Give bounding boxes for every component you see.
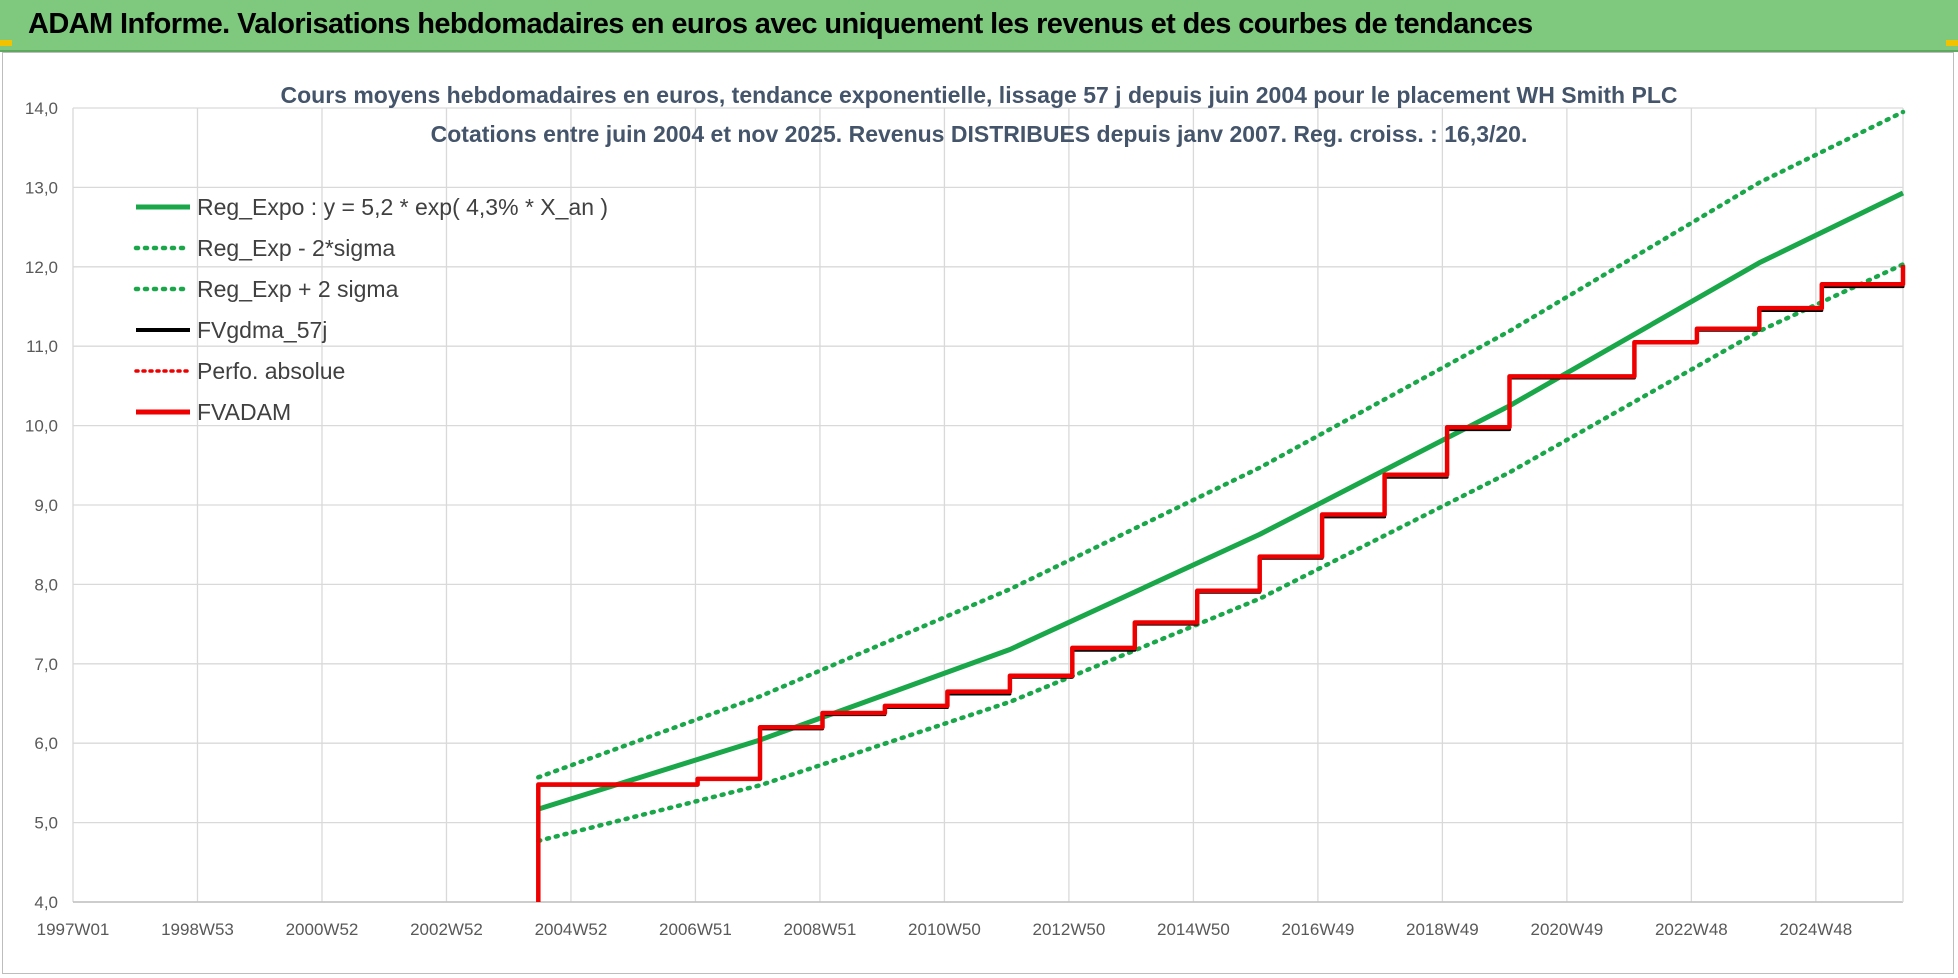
x-tick-label: 2008W51 — [784, 920, 857, 939]
x-tick-label: 2002W52 — [410, 920, 483, 939]
chart-subtitle: Cotations entre juin 2004 et nov 2025. R… — [431, 121, 1528, 147]
legend-item: Reg_Expo : y = 5,2 * exp( 4,3% * X_an ) — [136, 194, 608, 220]
y-tick-label: 14,0 — [25, 99, 58, 118]
legend-item: Reg_Exp - 2*sigma — [133, 235, 395, 261]
y-tick-label: 4,0 — [34, 893, 58, 912]
legend-label: FVgdma_57j — [197, 317, 327, 343]
y-tick-label: 5,0 — [34, 814, 58, 833]
x-tick-label: 2006W51 — [659, 920, 732, 939]
x-tick-label: 2004W52 — [535, 920, 608, 939]
chart-title: Cours moyens hebdomadaires en euros, ten… — [281, 82, 1678, 108]
x-tick-label: 1998W53 — [161, 920, 234, 939]
fvadam-line — [536, 265, 1906, 902]
x-tick-label: 2018W49 — [1406, 920, 1479, 939]
x-tick-label: 2022W48 — [1655, 920, 1728, 939]
legend-label: Perfo. absolue — [197, 358, 345, 384]
x-tick-label: 2014W50 — [1157, 920, 1230, 939]
legend-item: FVgdma_57j — [136, 317, 327, 343]
x-tick-label: 2020W49 — [1530, 920, 1603, 939]
legend-label: Reg_Exp - 2*sigma — [197, 235, 395, 261]
x-tick-label: 2016W49 — [1282, 920, 1355, 939]
corner-marker — [0, 40, 12, 46]
x-tick-label: 2024W48 — [1779, 920, 1852, 939]
legend-label: Reg_Exp + 2 sigma — [197, 276, 399, 302]
x-tick-label: 1997W01 — [37, 920, 110, 939]
legend-item: Perfo. absolue — [134, 358, 345, 384]
y-tick-label: 9,0 — [34, 496, 58, 515]
page-title: ADAM Informe. Valorisations hebdomadaire… — [28, 8, 1533, 40]
corner-marker — [1946, 40, 1958, 46]
x-axis-ticks: 1997W01 1998W53 2000W52 2002W52 2004W52 2006W… — [37, 920, 1853, 939]
y-tick-label: 13,0 — [25, 178, 58, 197]
legend: Reg_Expo : y = 5,2 * exp( 4,3% * X_an ) R… — [133, 194, 608, 425]
legend-item: Reg_Exp + 2 sigma — [133, 276, 399, 302]
grid — [72, 107, 1904, 903]
reg-minus-2sigma-line — [536, 262, 1906, 844]
y-tick-label: 11,0 — [26, 337, 58, 356]
legend-label: FVADAM — [197, 399, 291, 425]
x-tick-label: 2000W52 — [286, 920, 359, 939]
y-tick-label: 6,0 — [34, 734, 58, 753]
legend-label: Reg_Expo : y = 5,2 * exp( 4,3% * X_an ) — [197, 194, 608, 220]
x-tick-label: 2012W50 — [1033, 920, 1106, 939]
series-layer — [536, 109, 1906, 902]
y-tick-label: 12,0 — [25, 258, 58, 277]
legend-item: FVADAM — [136, 399, 291, 425]
y-tick-label: 10,0 — [25, 417, 58, 436]
reg-plus-2sigma-line — [536, 109, 1906, 780]
fvgdma-line — [536, 265, 1905, 902]
chart-frame — [2, 52, 1954, 974]
y-tick-label: 8,0 — [34, 575, 58, 594]
y-axis-ticks: 4,0 5,0 6,0 7,0 8,0 9,0 10,0 11,0 12,0 13,0 14,0 — [25, 99, 58, 912]
header-banner: ADAM Informe. Valorisations hebdomadaire… — [0, 0, 1958, 52]
x-tick-label: 2010W50 — [908, 920, 981, 939]
reg-expo-line — [537, 190, 1905, 812]
y-tick-label: 7,0 — [34, 655, 58, 674]
